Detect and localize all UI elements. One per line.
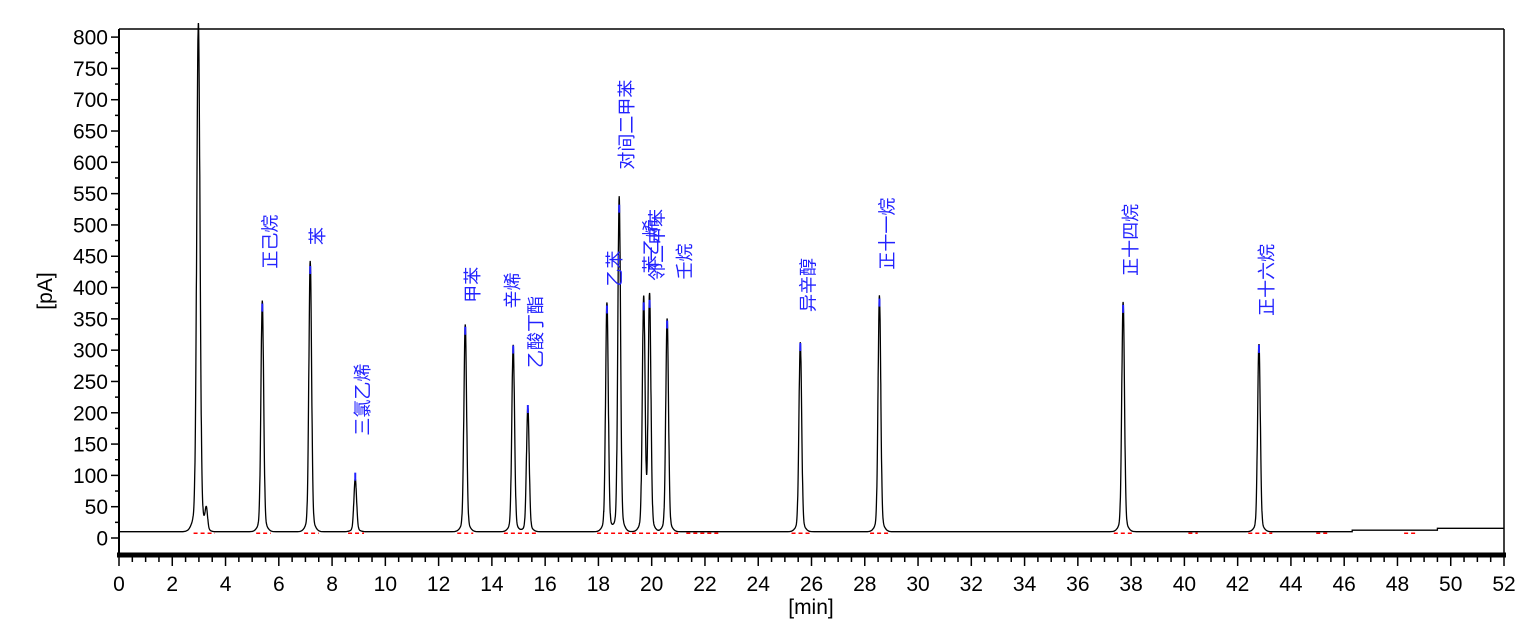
x-tick-label: 0	[113, 573, 125, 596]
x-tick-label: 44	[1279, 573, 1303, 596]
y-tick-label: 300	[73, 340, 108, 363]
x-axis-unit-label: [min]	[788, 596, 834, 619]
x-tick-label: 24	[747, 573, 771, 596]
peak-label: 苯	[308, 227, 328, 245]
x-tick-label: 48	[1386, 573, 1409, 596]
y-tick-label: 700	[73, 89, 108, 112]
y-tick-label: 0	[96, 528, 108, 551]
y-tick-label: 650	[73, 121, 108, 144]
y-tick-label: 500	[73, 214, 108, 237]
x-tick-label: 20	[640, 573, 663, 596]
plot-generated-content: 0501001502002503003504004505005506006507…	[73, 22, 1516, 596]
peak-label: 乙酸丁酯	[526, 296, 546, 368]
peak-label: 正十六烷	[1257, 244, 1277, 316]
x-tick-label: 40	[1173, 573, 1196, 596]
peak-label: 邻二甲苯	[648, 209, 668, 281]
peak-label: 正十四烷	[1121, 204, 1141, 276]
x-tick-label: 10	[374, 573, 397, 596]
x-tick-label: 16	[533, 573, 556, 596]
peak-label: 三氯乙烯	[353, 364, 373, 436]
peak-label: 对间二甲苯	[617, 80, 637, 170]
x-tick-label: 8	[326, 573, 338, 596]
x-tick-label: 26	[800, 573, 823, 596]
x-tick-label: 28	[853, 573, 876, 596]
y-tick-label: 250	[73, 371, 108, 394]
peak-label: 正己烷	[260, 215, 280, 269]
x-tick-label: 42	[1226, 573, 1249, 596]
x-tick-label: 50	[1439, 573, 1462, 596]
y-tick-label: 400	[73, 277, 108, 300]
y-axis-unit-label: [pA]	[34, 272, 57, 309]
x-tick-label: 30	[906, 573, 929, 596]
peak-label: 正十一烷	[877, 198, 897, 270]
peak-label: 甲苯	[463, 267, 483, 303]
y-tick-label: 50	[85, 496, 108, 519]
y-tick-label: 450	[73, 246, 108, 269]
y-tick-label: 350	[73, 308, 108, 331]
x-tick-label: 32	[960, 573, 983, 596]
y-tick-label: 600	[73, 152, 108, 175]
x-tick-label: 46	[1333, 573, 1356, 596]
x-tick-label: 36	[1066, 573, 1089, 596]
x-tick-label: 4	[220, 573, 232, 596]
peak-label: 苯乙烯	[642, 219, 662, 273]
peak-label: 壬烷	[675, 244, 695, 280]
x-tick-label: 12	[427, 573, 450, 596]
y-tick-label: 150	[73, 434, 108, 457]
y-tick-label: 750	[73, 58, 108, 81]
x-tick-label: 18	[587, 573, 610, 596]
y-tick-label: 550	[73, 183, 108, 206]
chromatogram-trace	[119, 22, 1504, 533]
x-tick-label: 52	[1492, 573, 1515, 596]
x-tick-label: 14	[480, 573, 504, 596]
y-tick-label: 200	[73, 402, 108, 425]
x-tick-label: 34	[1013, 573, 1037, 596]
peak-label: 乙苯	[605, 250, 625, 286]
x-tick-label: 22	[693, 573, 716, 596]
x-tick-label: 38	[1119, 573, 1142, 596]
peak-label: 异辛醇	[798, 258, 818, 312]
x-tick-label: 2	[166, 573, 178, 596]
x-tick-label: 6	[273, 573, 285, 596]
y-tick-label: 100	[73, 465, 108, 488]
peak-label: 辛烯	[503, 273, 523, 309]
y-tick-label: 800	[73, 27, 108, 50]
